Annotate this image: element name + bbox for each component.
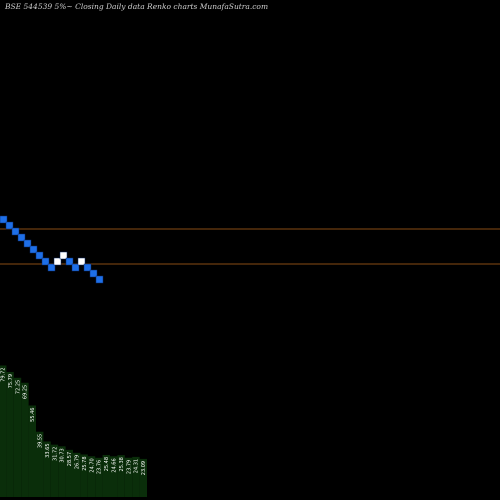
volume-bar: [73, 452, 81, 497]
volume-label: 69.25: [23, 385, 29, 399]
renko-brick-up: [59, 251, 68, 260]
volume-label: 33.65: [45, 443, 51, 457]
volume-label: 75.79: [8, 374, 14, 388]
volume-bar: [36, 431, 44, 497]
volume-label: 25.78: [82, 456, 88, 470]
volume-label: 28.57: [67, 452, 73, 466]
renko-brick-down: [41, 257, 50, 266]
volume-label: 23.09: [141, 461, 147, 475]
volume-label: 25.38: [119, 457, 125, 471]
volume-label: 26.79: [75, 455, 81, 469]
volume-bar: [95, 457, 103, 497]
volume-bar: [80, 454, 88, 497]
volume-label: 25.48: [104, 457, 110, 471]
volume-bar: [6, 371, 14, 497]
volume-label: 24.31: [134, 459, 140, 473]
volume-bar: [21, 382, 29, 497]
volume-bar: [132, 456, 140, 497]
volume-label: 31.72: [52, 447, 58, 461]
volume-label: 23.79: [126, 460, 132, 474]
renko-brick-down: [35, 251, 44, 260]
renko-brick-down: [83, 263, 92, 272]
volume-bar: [0, 365, 7, 497]
renko-brick-down: [23, 239, 32, 248]
renko-brick-up: [77, 257, 86, 266]
volume-bar: [102, 454, 110, 497]
volume-bar: [28, 405, 36, 497]
volume-label: 55.46: [30, 407, 36, 421]
renko-brick-down: [5, 221, 14, 230]
renko-brick-down: [47, 263, 56, 272]
volume-bar: [117, 455, 125, 497]
volume-bar: [13, 377, 22, 497]
volume-label: 30.73: [60, 448, 66, 462]
renko-brick-up: [53, 257, 62, 266]
volume-bar: [43, 441, 51, 497]
renko-brick-down: [11, 227, 20, 236]
volume-bar: [110, 456, 118, 497]
volume-label: 72.25: [15, 380, 21, 394]
volume-bar: [139, 458, 147, 497]
volume-label: 39.55: [38, 434, 44, 448]
volume-label: 23.76: [97, 460, 103, 474]
volume-bar: [124, 457, 133, 497]
volume-label: 24.70: [89, 458, 95, 472]
renko-brick-down: [71, 263, 80, 272]
renko-brick-down: [95, 275, 104, 284]
renko-brick-down: [29, 245, 38, 254]
volume-bar: [65, 449, 73, 497]
volume-bar: [58, 446, 66, 497]
chart-title: BSE 544539 5%~ Closing Daily data Renko …: [5, 2, 269, 11]
volume-bar: [87, 456, 96, 497]
volume-label: 79.72: [1, 367, 7, 381]
volume-label: 24.66: [112, 458, 118, 472]
renko-brick-down: [17, 233, 26, 242]
renko-brick-down: [0, 215, 8, 224]
renko-brick-down: [89, 269, 98, 278]
renko-brick-down: [65, 257, 74, 266]
volume-bar: [50, 444, 59, 497]
